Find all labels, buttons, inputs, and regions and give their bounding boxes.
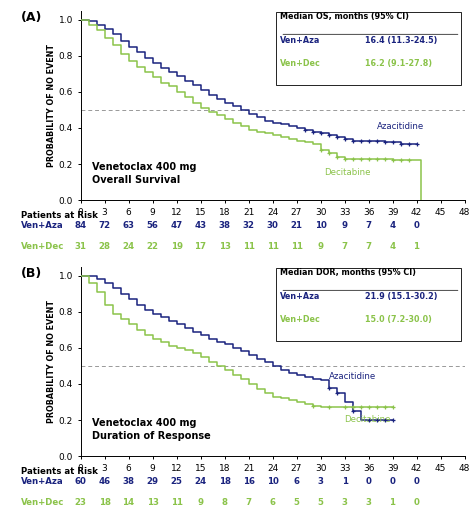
Text: 15.0 (7.2-30.0): 15.0 (7.2-30.0)	[365, 315, 431, 324]
Text: 7: 7	[341, 242, 347, 251]
Text: 32: 32	[243, 221, 255, 230]
Text: 11: 11	[291, 242, 302, 251]
Text: Median DOR, months (95% CI): Median DOR, months (95% CI)	[280, 269, 416, 278]
Text: Median OS, months (95% CI): Median OS, months (95% CI)	[280, 13, 409, 22]
Text: 3: 3	[318, 477, 324, 486]
Text: Decitabine: Decitabine	[345, 415, 391, 424]
Text: 17: 17	[194, 242, 207, 251]
Text: 13: 13	[146, 498, 159, 507]
Text: Ven+Dec: Ven+Dec	[280, 59, 321, 68]
Text: 29: 29	[146, 477, 159, 486]
Text: Patients at Risk: Patients at Risk	[21, 467, 98, 476]
Text: 10: 10	[315, 221, 327, 230]
Text: Ven+Aza: Ven+Aza	[21, 477, 64, 486]
Text: 0: 0	[390, 477, 395, 486]
Text: 9: 9	[342, 221, 347, 230]
Text: 7: 7	[365, 221, 372, 230]
Text: 11: 11	[171, 498, 182, 507]
Text: 47: 47	[171, 221, 182, 230]
Text: 1: 1	[390, 498, 395, 507]
Text: 9: 9	[318, 242, 324, 251]
Text: 24: 24	[122, 242, 135, 251]
Text: MONTHS: MONTHS	[249, 283, 296, 292]
Text: 1: 1	[342, 477, 347, 486]
Text: 43: 43	[194, 221, 207, 230]
Text: 5: 5	[318, 498, 323, 507]
Text: 18: 18	[99, 498, 110, 507]
Text: 84: 84	[74, 221, 87, 230]
Text: Azacitidine: Azacitidine	[376, 122, 424, 131]
Text: 8: 8	[221, 498, 228, 507]
Text: 16: 16	[243, 477, 255, 486]
Text: 0: 0	[414, 221, 419, 230]
Text: 9: 9	[198, 498, 203, 507]
Text: 46: 46	[99, 477, 110, 486]
Text: 3: 3	[342, 498, 347, 507]
Text: 0: 0	[365, 477, 372, 486]
Text: 0: 0	[414, 477, 419, 486]
Text: 63: 63	[123, 221, 135, 230]
Text: 30: 30	[266, 221, 279, 230]
Text: 4: 4	[390, 221, 396, 230]
Y-axis label: PROBABILITY OF NO EVENT: PROBABILITY OF NO EVENT	[47, 44, 56, 167]
Text: Ven+Aza: Ven+Aza	[280, 292, 320, 301]
Text: 22: 22	[146, 242, 159, 251]
Text: Ven+Dec: Ven+Dec	[21, 498, 64, 507]
Text: 11: 11	[266, 242, 279, 251]
Text: 38: 38	[219, 221, 230, 230]
Text: 16.2 (9.1-27.8): 16.2 (9.1-27.8)	[365, 59, 432, 68]
Text: 1: 1	[413, 242, 419, 251]
Text: Ven+Aza: Ven+Aza	[21, 221, 64, 230]
Text: 3: 3	[365, 498, 372, 507]
Y-axis label: PROBABILITY OF NO EVENT: PROBABILITY OF NO EVENT	[47, 300, 56, 423]
Text: Azacitidine: Azacitidine	[328, 372, 376, 381]
Text: 72: 72	[99, 221, 110, 230]
Text: 7: 7	[365, 242, 372, 251]
Text: 24: 24	[194, 477, 207, 486]
Text: 18: 18	[219, 477, 230, 486]
Text: 5: 5	[293, 498, 300, 507]
Text: 14: 14	[122, 498, 135, 507]
Text: 6: 6	[270, 498, 275, 507]
Bar	[276, 269, 461, 341]
Text: 38: 38	[123, 477, 135, 486]
Text: 19: 19	[171, 242, 182, 251]
Text: Ven+Aza: Ven+Aza	[280, 36, 320, 45]
Text: (A): (A)	[21, 11, 43, 24]
Text: Venetoclax 400 mg
Duration of Response: Venetoclax 400 mg Duration of Response	[92, 418, 211, 441]
Text: 6: 6	[293, 477, 300, 486]
Text: 56: 56	[146, 221, 158, 230]
Text: Ven+Dec: Ven+Dec	[21, 242, 64, 251]
Text: Patients at Risk: Patients at Risk	[21, 211, 98, 220]
Text: 25: 25	[171, 477, 182, 486]
Text: 21.9 (15.1-30.2): 21.9 (15.1-30.2)	[365, 292, 437, 301]
Text: 11: 11	[243, 242, 255, 251]
Text: 60: 60	[74, 477, 87, 486]
Text: 28: 28	[99, 242, 110, 251]
Text: 16.4 (11.3-24.5): 16.4 (11.3-24.5)	[365, 36, 437, 45]
Bar	[276, 13, 461, 85]
Text: 10: 10	[266, 477, 279, 486]
Text: 4: 4	[390, 242, 396, 251]
Text: 7: 7	[246, 498, 252, 507]
Text: 31: 31	[74, 242, 87, 251]
Text: 23: 23	[74, 498, 87, 507]
Text: 0: 0	[414, 498, 419, 507]
Text: Venetoclax 400 mg
Overall Survival: Venetoclax 400 mg Overall Survival	[92, 162, 197, 185]
Text: (B): (B)	[21, 267, 42, 280]
Text: 13: 13	[219, 242, 230, 251]
Text: 21: 21	[291, 221, 302, 230]
Text: Ven+Dec: Ven+Dec	[280, 315, 321, 324]
Text: Decitabine: Decitabine	[325, 168, 371, 177]
